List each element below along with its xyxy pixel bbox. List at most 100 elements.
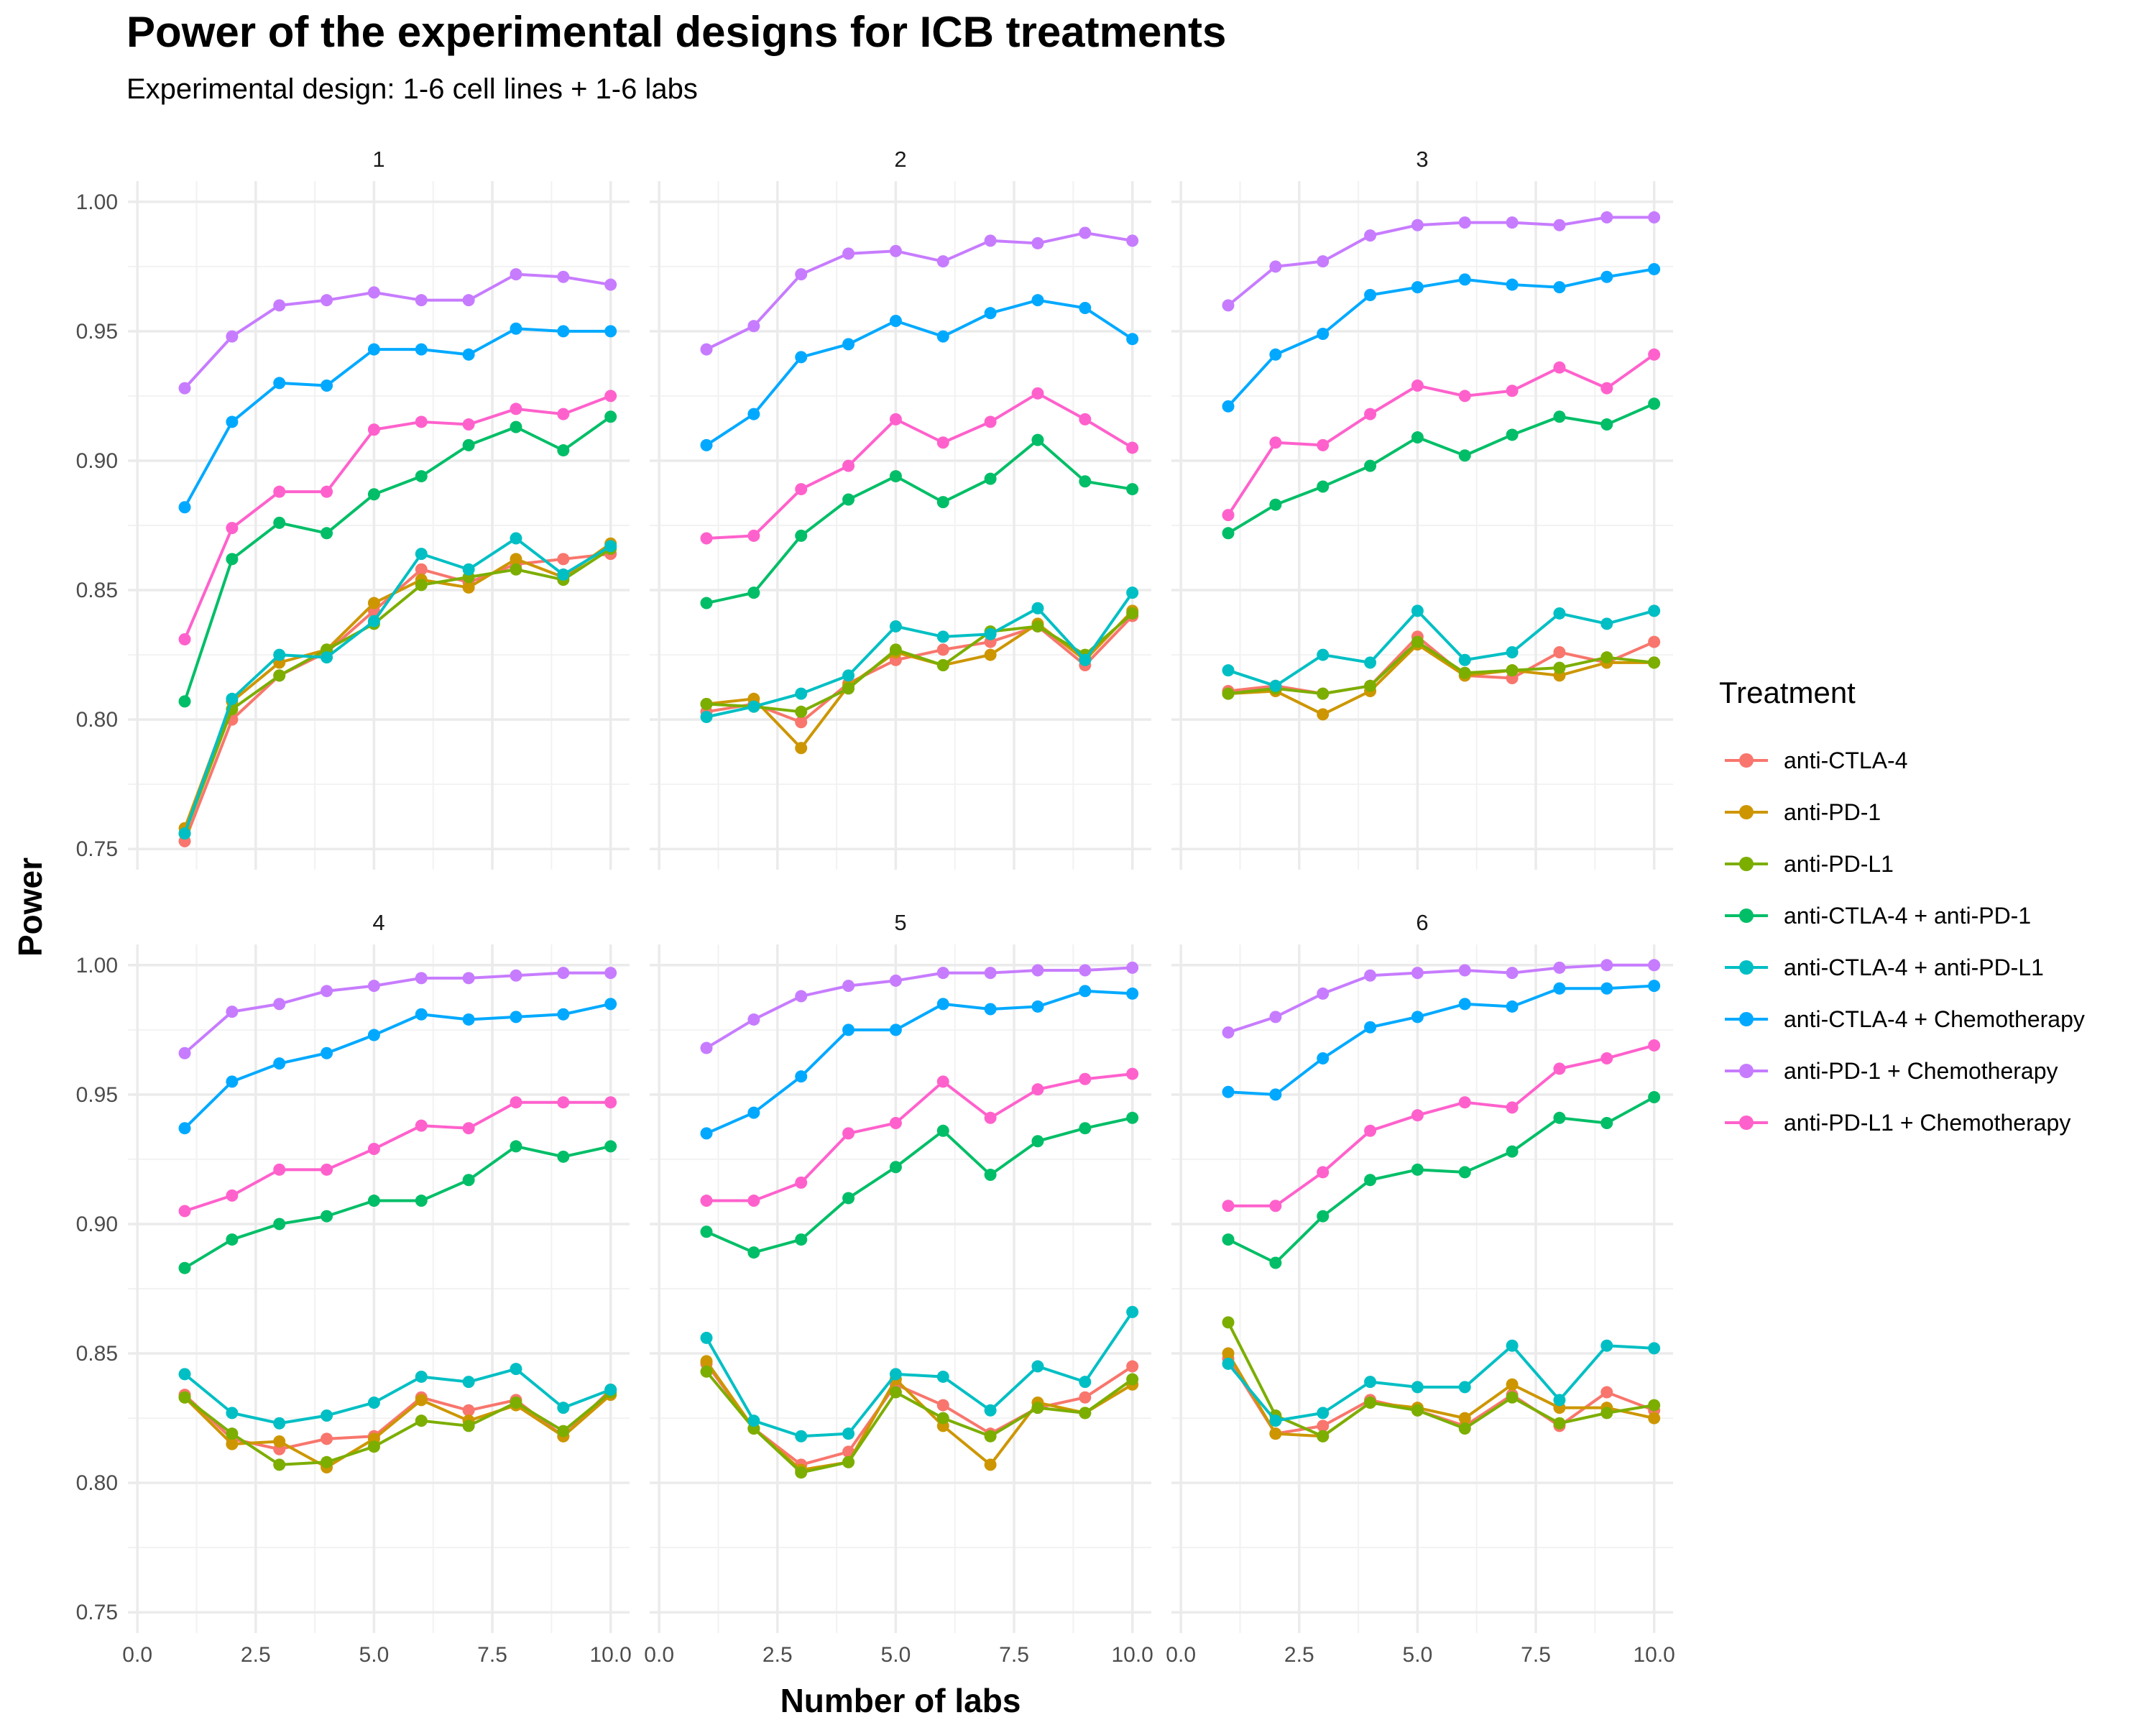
data-point [367, 980, 380, 993]
data-point [178, 1122, 191, 1135]
data-point [604, 540, 617, 553]
data-point [1126, 441, 1139, 454]
data-point [510, 322, 522, 335]
legend-label: anti-CTLA-4 + anti-PD-1 [1784, 902, 2032, 929]
data-point [462, 1420, 475, 1432]
series-line [705, 1363, 1133, 1466]
data-point [889, 413, 902, 426]
data-point [795, 1176, 808, 1189]
data-point [1079, 226, 1092, 239]
legend-item: anti-PD-1 + Chemotherapy [1719, 1045, 2085, 1097]
data-point [226, 1407, 239, 1420]
data-point [1506, 1145, 1519, 1158]
series-line [183, 537, 612, 834]
data-point [1458, 1166, 1471, 1179]
data-point [415, 972, 428, 985]
data-point [795, 1466, 808, 1479]
data-point [1600, 1386, 1613, 1399]
data-point [889, 1117, 902, 1130]
series-line [1228, 1044, 1655, 1208]
data-point [273, 1458, 286, 1471]
data-point [1079, 301, 1092, 314]
data-point [462, 1404, 475, 1417]
data-point [889, 643, 902, 656]
data-point [1411, 1404, 1424, 1417]
data-point [273, 1417, 286, 1430]
data-point [1126, 483, 1139, 496]
legend-label: anti-CTLA-4 + Chemotherapy [1784, 1006, 2085, 1032]
facet-panel-1: 1 0.75 0.80 0.85 0.90 0.95 1.00 [76, 147, 630, 870]
data-point [367, 1440, 380, 1453]
data-point [984, 1404, 997, 1417]
facet-strip-label: 4 [372, 910, 384, 935]
data-point [1648, 1342, 1661, 1355]
data-point [1506, 278, 1519, 291]
data-point [842, 1127, 855, 1140]
data-point [1553, 281, 1566, 294]
data-point [936, 998, 949, 1011]
data-point [1079, 653, 1092, 666]
data-point [1126, 586, 1139, 599]
data-point [795, 705, 808, 718]
facet-panel-5: 5 0.0 2.5 5.0 7.5 10.0 [644, 910, 1153, 1667]
data-point [557, 444, 570, 457]
data-point [178, 1261, 191, 1274]
data-point [795, 1233, 808, 1246]
data-point [1648, 980, 1661, 993]
x-tick-label: 10.0 [1111, 1643, 1153, 1667]
data-point [700, 1355, 713, 1368]
data-point [1222, 664, 1235, 677]
data-point [842, 1427, 855, 1440]
data-point [415, 470, 428, 483]
data-point [273, 648, 286, 661]
data-point [1031, 1083, 1044, 1096]
series-line [183, 1394, 612, 1469]
data-point [557, 967, 570, 980]
data-point [1553, 661, 1566, 674]
data-point [1031, 620, 1044, 632]
data-point [889, 1161, 902, 1174]
series-line [1227, 609, 1655, 688]
data-point [178, 501, 191, 514]
data-point [1411, 1163, 1424, 1176]
data-point [984, 234, 997, 247]
data-point [747, 586, 760, 599]
data-point [462, 1013, 475, 1026]
data-point [1411, 1109, 1424, 1122]
data-point [1600, 1407, 1613, 1420]
data-point [795, 1430, 808, 1443]
data-point [1317, 1166, 1330, 1179]
series-line [1227, 402, 1655, 535]
data-point [604, 967, 617, 980]
data-point [1458, 390, 1471, 402]
data-point [1553, 1062, 1566, 1075]
facet-strip-label: 5 [894, 910, 906, 935]
data-point [1317, 438, 1330, 451]
data-point [700, 1127, 713, 1140]
data-point [1506, 967, 1519, 980]
data-point [1553, 607, 1566, 620]
data-point [984, 967, 997, 980]
series-line [1227, 1344, 1654, 1422]
data-point [1600, 982, 1613, 995]
data-point [1317, 987, 1330, 1000]
data-point [604, 410, 617, 423]
x-axis-title: Number of labs [780, 1682, 1021, 1719]
data-point [1126, 234, 1139, 247]
data-point [1269, 1088, 1282, 1101]
data-point [273, 299, 286, 312]
data-point [795, 268, 808, 281]
data-point [889, 314, 902, 327]
data-point [1317, 1052, 1330, 1064]
data-point [510, 268, 522, 281]
data-point [1648, 1090, 1661, 1103]
data-point [178, 382, 191, 395]
data-point [1648, 262, 1661, 275]
x-tick-label: 0.0 [644, 1643, 674, 1667]
data-point [273, 1435, 286, 1448]
data-point [1364, 1396, 1377, 1409]
data-point [367, 423, 380, 436]
series-line [706, 231, 1133, 351]
data-point [1222, 509, 1235, 522]
